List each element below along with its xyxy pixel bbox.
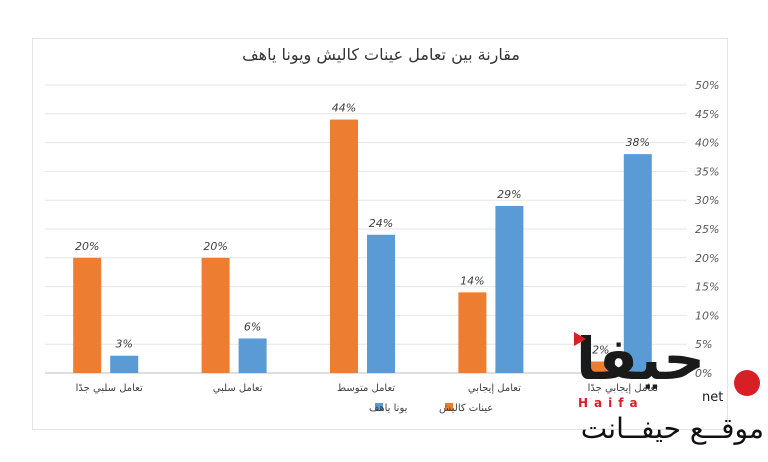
data-label: 20%	[203, 240, 227, 253]
legend-swatch	[445, 403, 453, 411]
data-label: 29%	[497, 188, 521, 201]
data-label: 2%	[592, 343, 609, 356]
bar	[238, 338, 267, 373]
data-label: 20%	[75, 240, 99, 253]
y-tick-label: 35%	[695, 165, 719, 178]
data-label: 14%	[460, 274, 484, 287]
data-label: 24%	[369, 217, 393, 230]
data-label: 44%	[332, 102, 356, 115]
bar	[73, 257, 102, 373]
legend-label: عينات كاليش	[439, 403, 493, 414]
logo-latin: Haifa	[578, 396, 644, 410]
legend-label: يونا ياهف	[369, 403, 408, 414]
logo-wordmark: حيفا	[576, 325, 707, 393]
data-label: 6%	[244, 320, 261, 333]
y-tick-label: 30%	[695, 194, 719, 207]
chart-title: مقارنة بين تعامل عينات كاليش ويونا ياهف	[242, 45, 520, 64]
bar	[330, 119, 358, 373]
y-tick-label: 10%	[695, 309, 719, 322]
y-tick-label: 45%	[695, 108, 719, 121]
bar	[201, 257, 230, 373]
bar	[367, 234, 395, 373]
data-label: 3%	[115, 338, 132, 351]
chart-area: مقارنة بين تعامل عينات كاليش ويونا ياهف …	[32, 38, 728, 430]
x-tick-label: تعامل إيجابي جدًا	[588, 383, 659, 394]
y-tick-label: 40%	[695, 137, 719, 150]
y-tick-label: 20%	[695, 252, 719, 265]
bar	[110, 355, 139, 373]
x-tick-label: تعامل متوسط	[337, 383, 395, 394]
y-tick-label: 25%	[695, 223, 719, 236]
bar	[495, 205, 524, 373]
bar	[586, 361, 615, 373]
x-tick-label: تعامل سلبي جدًا	[76, 383, 143, 394]
haifanet-logo: حيفا Haifa net موقــع حيفــانت	[574, 330, 768, 462]
y-tick-label: 5%	[695, 338, 712, 351]
bar	[623, 154, 652, 373]
data-label: 38%	[626, 136, 650, 149]
bar-chart: 0% 5% 10% 15% 20% 25% 30% 35% 40% 45% 50% 20% 3% تعام…	[45, 79, 719, 414]
logo-arabic-name: موقــع حيفــانت	[580, 412, 764, 445]
logo-net: net	[702, 390, 724, 405]
logo-dot-icon	[734, 370, 760, 396]
logo-flag-icon	[574, 332, 586, 346]
bar	[458, 292, 487, 373]
y-tick-label: 0%	[695, 367, 712, 380]
x-tick-label: تعامل سلبي	[213, 383, 263, 394]
x-tick-label: تعامل إيجابي	[468, 383, 521, 394]
legend-swatch	[375, 403, 383, 411]
y-tick-label: 15%	[695, 281, 719, 294]
y-tick-label: 50%	[695, 79, 719, 92]
